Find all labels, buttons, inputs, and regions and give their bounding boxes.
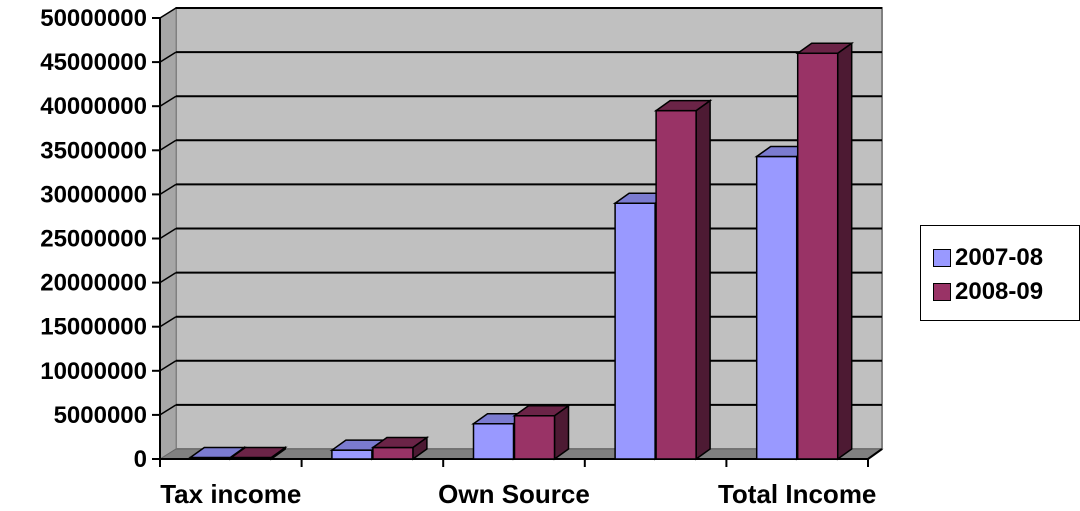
gridline-side xyxy=(159,316,177,328)
y-tick-label: 30000000 xyxy=(40,181,147,208)
y-tick-label: 10000000 xyxy=(40,358,147,385)
legend-label-series-1: 2007-08 xyxy=(955,244,1044,271)
gridline-side xyxy=(159,95,177,107)
y-tick-label: 15000000 xyxy=(40,314,147,341)
y-tick-label: 45000000 xyxy=(40,49,147,76)
bar-top xyxy=(512,405,571,417)
bar-front xyxy=(755,155,798,460)
y-tick-label: 40000000 xyxy=(40,93,147,120)
bar-front xyxy=(372,446,414,460)
legend-label-series-2: 2008-09 xyxy=(955,278,1044,305)
bar-top xyxy=(653,99,713,112)
bar-2008-09-3 xyxy=(512,404,571,461)
x-tick-label: Own Source xyxy=(438,479,590,509)
bar-2008-09-5 xyxy=(795,41,855,461)
bar-side xyxy=(836,41,853,461)
bar-top xyxy=(370,436,430,449)
bar-front xyxy=(614,202,656,460)
legend-item-series-2: 2008-09 xyxy=(933,278,1043,306)
gridline-side xyxy=(159,271,177,284)
y-tick-label: 25000000 xyxy=(40,226,147,253)
y-tick-label: 5000000 xyxy=(54,402,147,429)
x-tick-label: Tax income xyxy=(160,479,301,509)
bar-front xyxy=(331,449,373,460)
chart-legend: 2007-08 2008-09 xyxy=(920,225,1080,321)
x-tick-label: Total Income xyxy=(718,479,876,509)
legend-item-series-1: 2007-08 xyxy=(933,244,1043,272)
gridline-side xyxy=(159,7,177,19)
bar-front xyxy=(513,415,556,460)
bar-top xyxy=(795,42,855,55)
bar-2008-09-1 xyxy=(228,446,288,461)
gridline-side xyxy=(159,227,177,240)
gridline-side xyxy=(159,360,177,372)
bar-top xyxy=(228,446,288,459)
legend-swatch-series-2 xyxy=(933,283,951,301)
bar-front xyxy=(655,109,697,460)
gridline-side xyxy=(159,404,177,416)
x-axis-depth-line xyxy=(867,448,883,460)
legend-swatch-series-1 xyxy=(933,249,951,267)
y-tick-label: 0 xyxy=(134,446,147,473)
gridline-side xyxy=(159,51,177,63)
y-tick-label: 50000000 xyxy=(40,5,147,32)
bar-side xyxy=(695,99,711,461)
bar-front xyxy=(796,52,839,460)
y-tick-label: 20000000 xyxy=(40,270,147,297)
bar-2008-09-4 xyxy=(653,99,713,461)
bar-2008-09-2 xyxy=(370,436,430,461)
y-tick-label: 35000000 xyxy=(40,137,147,164)
bar-front xyxy=(472,422,515,460)
gridline-side xyxy=(159,139,177,151)
gridline-side xyxy=(159,183,177,196)
